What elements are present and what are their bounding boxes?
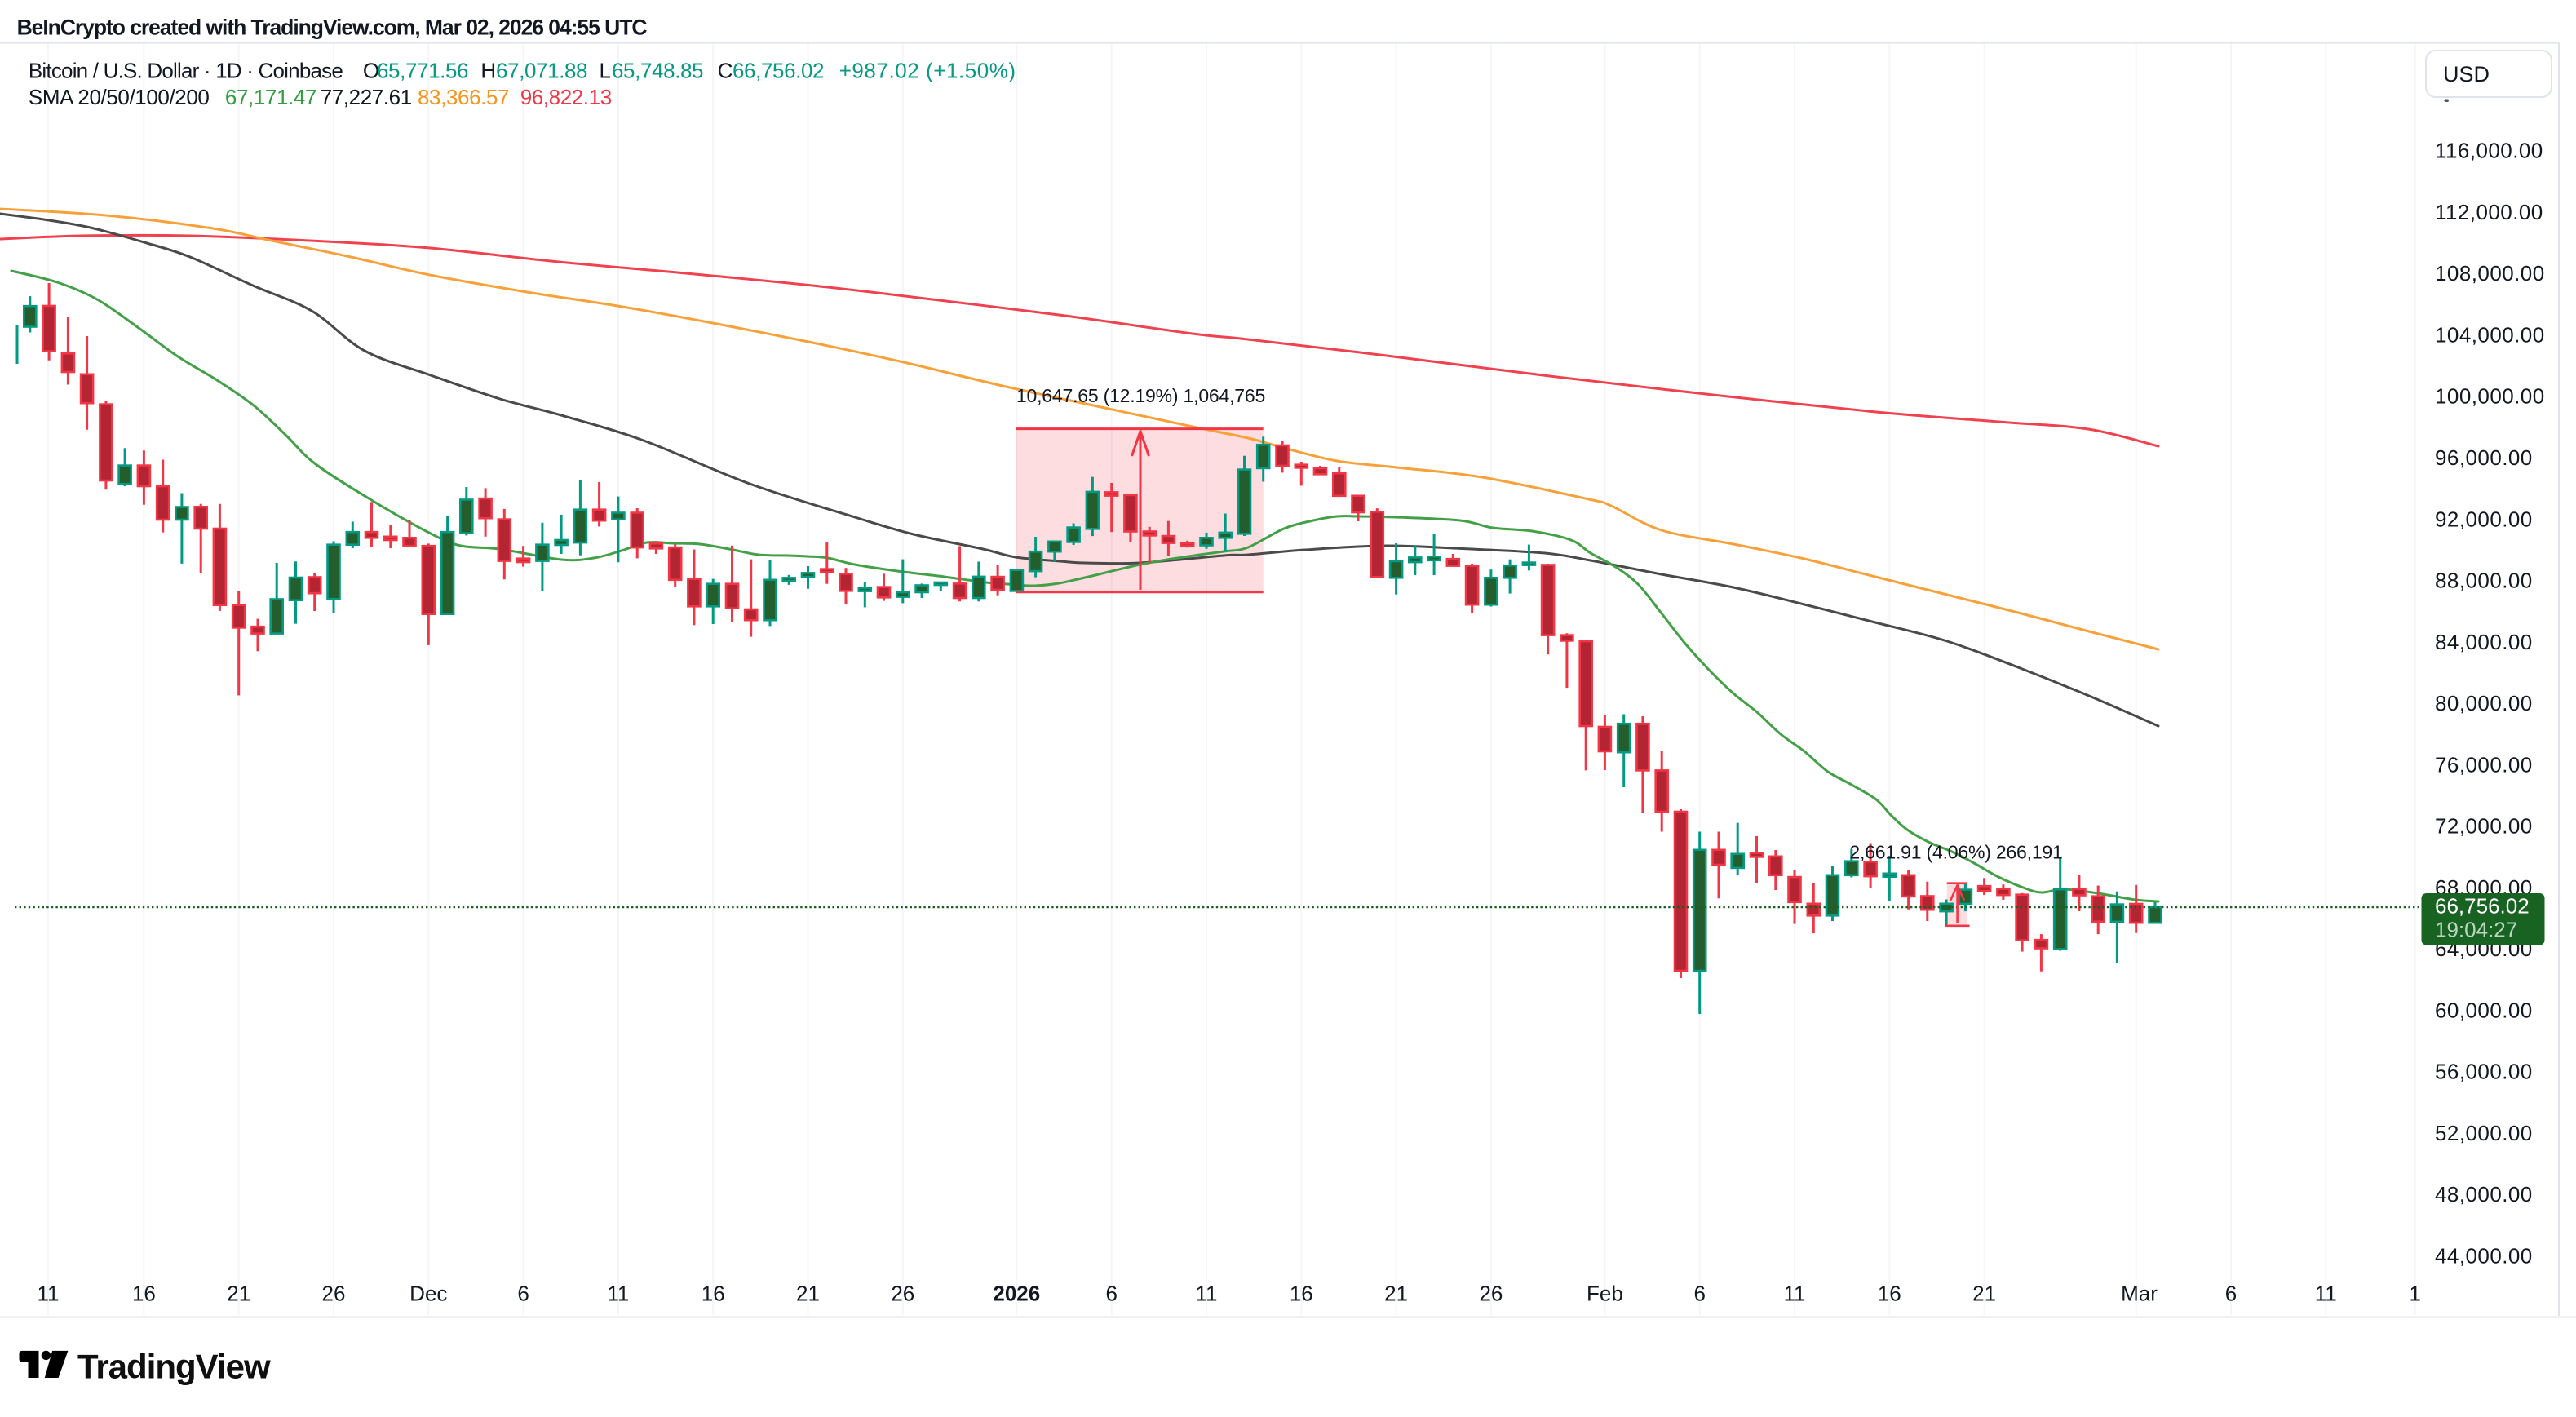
svg-text:66,756.02: 66,756.02 [733,59,824,83]
svg-text:16: 16 [702,1282,725,1306]
svg-text:72,000.00: 72,000.00 [2435,814,2533,839]
svg-text:67,171.47: 67,171.47 [225,85,316,109]
svg-text:6: 6 [1693,1282,1705,1306]
svg-text:6: 6 [517,1282,529,1306]
svg-text:TradingView: TradingView [77,1348,271,1386]
svg-text:11: 11 [1196,1282,1218,1306]
svg-text:16: 16 [1290,1282,1313,1306]
svg-text:Bitcoin / U.S. Dollar · 1D · C: Bitcoin / U.S. Dollar · 1D · Coinbase [29,59,343,83]
svg-text:80,000.00: 80,000.00 [2435,691,2533,715]
svg-text:52,000.00: 52,000.00 [2435,1121,2533,1145]
svg-text:67,071.88: 67,071.88 [496,59,587,83]
svg-text:26: 26 [1479,1282,1503,1306]
svg-text:2026: 2026 [993,1282,1040,1306]
svg-text:26: 26 [891,1282,914,1306]
svg-text:11: 11 [2315,1282,2337,1306]
svg-text:108,000.00: 108,000.00 [2435,261,2545,286]
svg-text:83,366.57: 83,366.57 [418,85,509,109]
svg-text:66,756.02: 66,756.02 [2435,894,2530,919]
svg-text:16: 16 [132,1282,156,1306]
svg-text:+987.02 (+1.50%): +987.02 (+1.50%) [839,59,1016,83]
svg-text:21: 21 [1384,1282,1408,1306]
svg-text:26: 26 [322,1282,346,1306]
svg-text:L: L [600,59,611,83]
svg-text:6: 6 [1105,1282,1117,1306]
svg-text:11: 11 [1784,1282,1806,1306]
svg-text:88,000.00: 88,000.00 [2435,569,2533,593]
svg-text:84,000.00: 84,000.00 [2435,630,2533,654]
svg-text:C: C [718,59,733,83]
svg-text:21: 21 [227,1282,250,1306]
svg-text:112,000.00: 112,000.00 [2435,200,2543,224]
svg-text:77,227.61: 77,227.61 [321,85,412,109]
svg-text:96,000.00: 96,000.00 [2435,445,2533,470]
svg-text:H: H [480,59,495,83]
svg-text:92,000.00: 92,000.00 [2435,507,2533,531]
svg-text:SMA 20/50/100/200: SMA 20/50/100/200 [29,85,210,109]
svg-text:2,661.91 (4.06%) 266,191: 2,661.91 (4.06%) 266,191 [1849,842,2062,863]
svg-text:100,000.00: 100,000.00 [2435,384,2545,409]
svg-text:116,000.00: 116,000.00 [2435,139,2543,163]
svg-text:16: 16 [1878,1282,1901,1306]
svg-text:11: 11 [38,1282,60,1306]
svg-text:60,000.00: 60,000.00 [2435,998,2533,1022]
svg-text:BeInCrypto created with Tradin: BeInCrypto created with TradingView.com,… [17,15,648,40]
svg-text:Mar: Mar [2121,1282,2158,1306]
svg-text:44,000.00: 44,000.00 [2435,1244,2533,1269]
svg-text:56,000.00: 56,000.00 [2435,1060,2533,1084]
svg-text:Feb: Feb [1587,1282,1623,1306]
svg-text:21: 21 [1972,1282,1996,1306]
svg-text:104,000.00: 104,000.00 [2435,322,2545,347]
svg-text:48,000.00: 48,000.00 [2435,1182,2533,1207]
svg-text:1: 1 [2409,1282,2420,1306]
svg-text:65,771.56: 65,771.56 [377,59,468,83]
svg-text:O: O [363,59,379,83]
svg-text:65,748.85: 65,748.85 [612,59,703,83]
svg-text:Dec: Dec [409,1282,447,1306]
svg-text:11: 11 [607,1282,629,1306]
svg-text:76,000.00: 76,000.00 [2435,752,2533,777]
svg-text:USD: USD [2443,62,2490,86]
svg-text:6: 6 [2225,1282,2237,1306]
svg-text:19:04:27: 19:04:27 [2435,918,2517,942]
svg-text:21: 21 [796,1282,820,1306]
svg-text:96,822.13: 96,822.13 [520,85,612,109]
svg-text:10,647.65 (12.19%) 1,064,765: 10,647.65 (12.19%) 1,064,765 [1016,385,1265,406]
